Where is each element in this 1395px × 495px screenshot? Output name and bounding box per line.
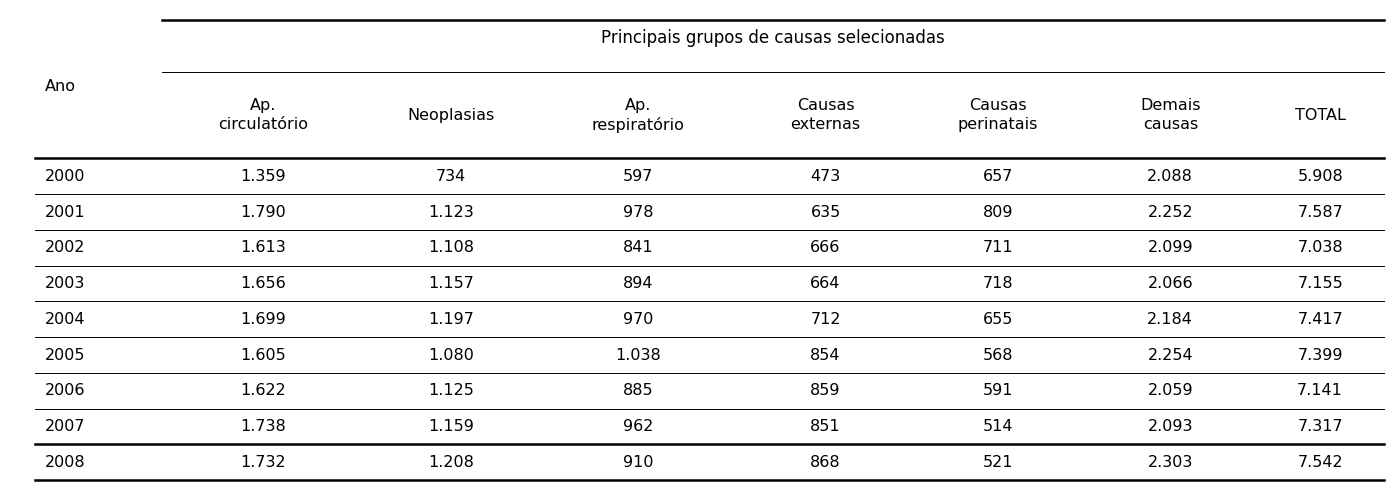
Text: 2005: 2005 <box>45 347 85 362</box>
Text: 1.157: 1.157 <box>428 276 474 291</box>
Text: 1.738: 1.738 <box>240 419 286 434</box>
Text: 1.605: 1.605 <box>240 347 286 362</box>
Text: 657: 657 <box>982 169 1013 184</box>
Text: 1.208: 1.208 <box>428 455 474 470</box>
Text: 514: 514 <box>982 419 1013 434</box>
Text: 851: 851 <box>810 419 841 434</box>
Text: 1.699: 1.699 <box>240 312 286 327</box>
Text: 5.908: 5.908 <box>1297 169 1343 184</box>
Text: Causas
externas: Causas externas <box>791 99 861 132</box>
Text: 1.123: 1.123 <box>428 204 474 219</box>
Text: 2002: 2002 <box>45 240 85 255</box>
Text: 2.252: 2.252 <box>1148 204 1193 219</box>
Text: 1.080: 1.080 <box>428 347 474 362</box>
Text: 809: 809 <box>982 204 1013 219</box>
Text: 7.417: 7.417 <box>1297 312 1343 327</box>
Text: 1.125: 1.125 <box>428 383 474 398</box>
Text: 1.622: 1.622 <box>240 383 286 398</box>
Text: Ap.
respiratório: Ap. respiratório <box>591 98 685 133</box>
Text: 1.656: 1.656 <box>240 276 286 291</box>
Text: 666: 666 <box>810 240 841 255</box>
Text: Causas
perinatais: Causas perinatais <box>958 99 1038 132</box>
Text: 2.184: 2.184 <box>1147 312 1193 327</box>
Text: Neoplasias: Neoplasias <box>407 107 494 123</box>
Text: 734: 734 <box>435 169 466 184</box>
Text: 1.790: 1.790 <box>240 204 286 219</box>
Text: 664: 664 <box>810 276 841 291</box>
Text: 712: 712 <box>810 312 841 327</box>
Text: 2.088: 2.088 <box>1147 169 1193 184</box>
Text: 970: 970 <box>624 312 653 327</box>
Text: 2.254: 2.254 <box>1148 347 1193 362</box>
Text: 473: 473 <box>810 169 841 184</box>
Text: 1.359: 1.359 <box>240 169 286 184</box>
Text: 7.542: 7.542 <box>1297 455 1343 470</box>
Text: 2000: 2000 <box>45 169 85 184</box>
Text: 978: 978 <box>624 204 653 219</box>
Text: 568: 568 <box>982 347 1013 362</box>
Text: 1.108: 1.108 <box>428 240 474 255</box>
Text: 521: 521 <box>982 455 1013 470</box>
Text: 1.197: 1.197 <box>428 312 474 327</box>
Text: 2001: 2001 <box>45 204 85 219</box>
Text: 894: 894 <box>624 276 653 291</box>
Text: Principais grupos de causas selecionadas: Principais grupos de causas selecionadas <box>601 29 944 48</box>
Text: 2.303: 2.303 <box>1148 455 1193 470</box>
Text: 841: 841 <box>622 240 653 255</box>
Text: Ap.
circulatório: Ap. circulatório <box>219 99 308 132</box>
Text: 7.317: 7.317 <box>1297 419 1343 434</box>
Text: 885: 885 <box>622 383 653 398</box>
Text: 635: 635 <box>810 204 841 219</box>
Text: Ano: Ano <box>45 79 75 94</box>
Text: 1.613: 1.613 <box>240 240 286 255</box>
Text: TOTAL: TOTAL <box>1295 107 1346 123</box>
Text: 2.066: 2.066 <box>1148 276 1193 291</box>
Text: 7.399: 7.399 <box>1297 347 1343 362</box>
Text: 718: 718 <box>982 276 1013 291</box>
Text: 1.038: 1.038 <box>615 347 661 362</box>
Text: 2006: 2006 <box>45 383 85 398</box>
Text: 962: 962 <box>624 419 653 434</box>
Text: 868: 868 <box>810 455 841 470</box>
Text: 597: 597 <box>624 169 653 184</box>
Text: 655: 655 <box>982 312 1013 327</box>
Text: 859: 859 <box>810 383 841 398</box>
Text: 2.099: 2.099 <box>1148 240 1193 255</box>
Text: 2007: 2007 <box>45 419 85 434</box>
Text: 2008: 2008 <box>45 455 85 470</box>
Text: 7.155: 7.155 <box>1297 276 1343 291</box>
Text: 2.059: 2.059 <box>1148 383 1193 398</box>
Text: Demais
causas: Demais causas <box>1140 99 1201 132</box>
Text: 7.141: 7.141 <box>1297 383 1343 398</box>
Text: 591: 591 <box>982 383 1013 398</box>
Text: 1.732: 1.732 <box>240 455 286 470</box>
Text: 2.093: 2.093 <box>1148 419 1193 434</box>
Text: 2003: 2003 <box>45 276 85 291</box>
Text: 910: 910 <box>624 455 653 470</box>
Text: 1.159: 1.159 <box>428 419 474 434</box>
Text: 7.038: 7.038 <box>1297 240 1343 255</box>
Text: 2004: 2004 <box>45 312 85 327</box>
Text: 854: 854 <box>810 347 841 362</box>
Text: 711: 711 <box>982 240 1013 255</box>
Text: 7.587: 7.587 <box>1297 204 1343 219</box>
